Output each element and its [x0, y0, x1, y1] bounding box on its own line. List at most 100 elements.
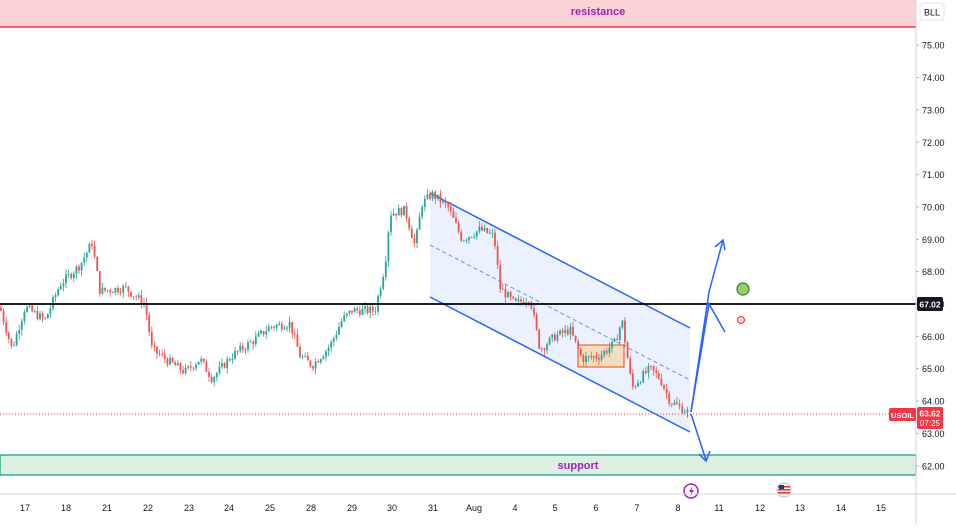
candle-body [429, 194, 431, 199]
candle-body [273, 326, 275, 328]
candle-body [403, 205, 405, 216]
candle-body [348, 310, 351, 314]
candle-body [639, 382, 642, 384]
candle-body [657, 373, 660, 379]
candle-body [543, 348, 546, 350]
candle-body [439, 194, 442, 203]
candle-body [540, 348, 543, 350]
candle-body [44, 317, 47, 319]
candle-body [304, 355, 307, 357]
candle-body [436, 194, 439, 199]
scale-button[interactable]: BLL [919, 2, 945, 21]
plot-area[interactable] [0, 0, 916, 494]
projection-down[interactable] [690, 301, 726, 463]
time-tick-label: 12 [755, 503, 765, 513]
candle-body [156, 346, 158, 354]
candle-body [278, 323, 281, 325]
candle-body [483, 228, 486, 231]
candle-body [104, 287, 106, 291]
green-circle-icon [736, 282, 750, 296]
candle-body [132, 296, 135, 298]
candle-body [400, 208, 403, 216]
candle-body [249, 341, 252, 343]
candle-body [538, 329, 541, 349]
candle-body [340, 321, 343, 328]
candle-body [634, 386, 637, 388]
price-axis[interactable]: 75.00 74.00 73.00 72.00 71.00 70.00 69.00 68.00… [916, 41, 945, 472]
candle-body [642, 371, 645, 383]
candle-body [390, 215, 392, 233]
candle-body [260, 330, 262, 334]
projection-up-arrowhead [714, 238, 726, 251]
candle-body [127, 286, 130, 292]
candle-body [96, 256, 99, 272]
candle-body [239, 345, 242, 352]
candle-body [683, 412, 686, 414]
candle-body [80, 262, 83, 271]
candle-body [559, 330, 561, 335]
candle-body [660, 378, 663, 386]
price-tick-label: 70.00 [922, 202, 945, 212]
candle-body [520, 299, 522, 302]
candle-body [356, 308, 359, 311]
candle-body [486, 228, 489, 234]
candle-body [452, 211, 455, 218]
candle-body [283, 328, 286, 330]
symbol-price-tag: USOIL 63.62 07:25 [889, 407, 943, 429]
candle-body [309, 360, 312, 367]
candle-body [611, 341, 613, 348]
candle-body [530, 302, 533, 309]
channel-lower-line[interactable] [429, 296, 691, 433]
price-tick-label: 73.00 [922, 105, 945, 115]
candle-body [387, 232, 390, 262]
key-level-value: 67.02 [919, 300, 941, 310]
candle-body [460, 231, 463, 241]
candle-body [655, 370, 658, 374]
candle-body [148, 314, 151, 332]
us-flag-icon[interactable] [776, 482, 792, 498]
candle-body [218, 366, 221, 374]
candle-body [382, 277, 385, 289]
projection-down-zig [690, 413, 707, 461]
candle-body [39, 313, 41, 320]
candle-body [379, 288, 382, 297]
candle-body [587, 356, 590, 357]
candle-body [195, 364, 197, 369]
candle-body [257, 333, 260, 337]
candle-body [215, 373, 218, 378]
candle-body [169, 357, 171, 365]
candle-body [252, 341, 255, 345]
candle-body [569, 326, 572, 335]
candle-body [590, 356, 593, 358]
lightning-icon[interactable] [683, 483, 699, 499]
candle-body [509, 292, 512, 297]
candle-body [312, 366, 314, 369]
time-tick-label: 21 [102, 503, 112, 513]
candle-body [670, 403, 673, 405]
candle-body [117, 287, 119, 293]
candle-body [447, 203, 450, 207]
candle-body [595, 356, 598, 359]
candle-body [184, 367, 187, 374]
candle-body [46, 313, 49, 319]
candle-body [254, 336, 257, 345]
candle-body [668, 393, 671, 404]
candle-body [512, 296, 515, 299]
candle-body [291, 321, 294, 334]
candle-body [681, 406, 684, 414]
red-circle-icon [737, 316, 745, 324]
channel-upper-line[interactable] [429, 192, 691, 329]
candle-body [455, 217, 457, 223]
time-tick-label: 7 [634, 503, 639, 513]
projection-down-path [690, 301, 726, 413]
candle-body [442, 200, 444, 203]
time-axis[interactable]: 17 18 21 22 23 24 25 28 29 30 31 Aug 4 5 6 7 8 11 12 13 14 15 [20, 503, 886, 513]
candle-body [192, 367, 195, 369]
candle-body [374, 311, 377, 313]
candle-body [507, 292, 509, 298]
candle-body [202, 358, 205, 362]
candle-body [652, 365, 655, 371]
candle-body [351, 310, 353, 313]
candle-body [145, 303, 148, 315]
